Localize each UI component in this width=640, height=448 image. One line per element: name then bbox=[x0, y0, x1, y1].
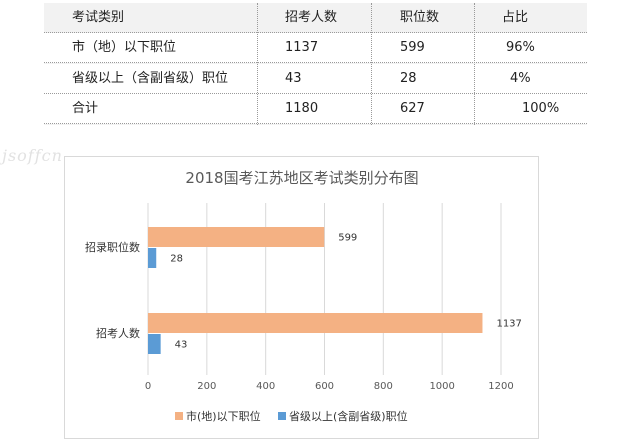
data-label: 43 bbox=[175, 340, 188, 351]
row-ratio: 96% bbox=[506, 40, 535, 55]
chart-title: 2018国考江苏地区考试类别分布图 bbox=[185, 169, 418, 187]
x-tick-label: 0 bbox=[145, 381, 151, 392]
x-tick-label: 800 bbox=[374, 381, 393, 392]
legend-swatch bbox=[278, 412, 286, 420]
header-positions: 职位数 bbox=[400, 10, 440, 25]
row-category: 省级以上（含副省级）职位 bbox=[72, 71, 229, 86]
table-header-row: 考试类别 招考人数 职位数 占比 bbox=[44, 3, 587, 33]
x-tick-label: 1000 bbox=[429, 381, 454, 392]
x-tick-label: 600 bbox=[315, 381, 334, 392]
category-label: 招考人数 bbox=[96, 326, 140, 340]
column-divider bbox=[474, 3, 475, 125]
row-positions: 627 bbox=[400, 101, 425, 116]
row-positions: 599 bbox=[400, 40, 425, 55]
data-label: 28 bbox=[170, 254, 183, 265]
row-ratio: 4% bbox=[510, 71, 531, 86]
column-divider bbox=[371, 3, 372, 125]
header-category: 考试类别 bbox=[72, 10, 125, 25]
bars bbox=[148, 227, 483, 354]
x-tick-label: 200 bbox=[197, 381, 216, 392]
category-table: 考试类别 招考人数 职位数 占比 市（地）以下职位 1137 599 96% 省… bbox=[44, 3, 587, 125]
data-label: 1137 bbox=[496, 319, 521, 330]
table-row: 合计 1180 627 100% bbox=[44, 94, 587, 124]
legend-label: 市(地)以下职位 bbox=[186, 409, 261, 423]
row-ratio: 100% bbox=[522, 101, 560, 116]
row-applicants: 1180 bbox=[285, 101, 319, 116]
row-positions: 28 bbox=[400, 71, 417, 86]
watermark: jsoffcn bbox=[2, 146, 63, 165]
table-row: 市（地）以下职位 1137 599 96% bbox=[44, 33, 587, 63]
row-category: 合计 bbox=[72, 101, 99, 116]
bar bbox=[148, 334, 161, 354]
bar-chart: 2018国考江苏地区考试类别分布图 0 200 400 600 800 1000 1200 5… bbox=[64, 156, 539, 439]
data-label: 599 bbox=[338, 233, 357, 244]
category-label: 招录职位数 bbox=[85, 240, 140, 254]
header-ratio: 占比 bbox=[502, 10, 529, 25]
legend-label: 省级以上(含副省级)职位 bbox=[289, 409, 408, 423]
row-category: 市（地）以下职位 bbox=[72, 40, 177, 55]
header-applicants: 招考人数 bbox=[285, 10, 338, 25]
bar bbox=[148, 248, 157, 268]
labels: 0 200 400 600 800 1000 1200 599 28 招录职位数 1137 43 招考人… bbox=[85, 233, 522, 393]
row-applicants: 1137 bbox=[285, 40, 319, 55]
legend: 市(地)以下职位 省级以上(含副省级)职位 bbox=[175, 409, 408, 423]
column-divider bbox=[257, 3, 258, 125]
row-applicants: 43 bbox=[285, 71, 302, 86]
legend-swatch bbox=[175, 412, 183, 420]
bar bbox=[148, 313, 483, 333]
table-row: 省级以上（含副省级）职位 43 28 4% bbox=[44, 64, 587, 94]
bar bbox=[148, 227, 325, 247]
chart-canvas: 2018国考江苏地区考试类别分布图 0 200 400 600 800 1000 1200 5… bbox=[85, 169, 522, 423]
x-tick-label: 1200 bbox=[488, 381, 513, 392]
x-tick-label: 400 bbox=[256, 381, 275, 392]
